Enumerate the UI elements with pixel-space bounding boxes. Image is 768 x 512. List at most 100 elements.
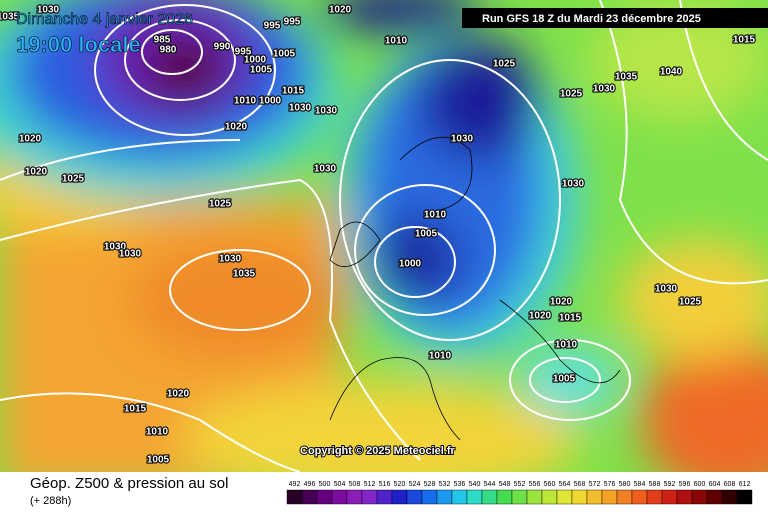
legend-swatch (391, 489, 408, 505)
legend-label: 548 (499, 481, 511, 488)
legend-label: 536 (454, 481, 466, 488)
isobar-label: 1020 (550, 297, 573, 308)
isobar-label: 1015 (559, 313, 582, 324)
legend-label: 504 (334, 481, 346, 488)
isobar-label: 1030 (119, 249, 142, 260)
legend-swatch (376, 489, 393, 505)
legend-swatch (571, 489, 588, 505)
run-box (462, 8, 768, 28)
footer-title: Géop. Z500 & pression au sol (30, 475, 228, 492)
legend-swatch (541, 489, 558, 505)
legend-label: 520 (394, 481, 406, 488)
legend-swatch (346, 489, 363, 505)
isobar-label: 980 (160, 45, 177, 56)
legend-swatch (721, 489, 738, 505)
legend-label: 516 (379, 481, 391, 488)
legend-swatch (331, 489, 348, 505)
isobar-label: 1030 (562, 179, 585, 190)
legend-label: 580 (619, 481, 631, 488)
legend-label: 540 (469, 481, 481, 488)
isobar-label: 1015 (282, 86, 305, 97)
time: 19:00 locale (16, 32, 141, 57)
legend-swatch (616, 489, 633, 505)
legend-swatch (691, 489, 708, 505)
coastlines (329, 136, 621, 441)
isobar-label: 1020 (167, 389, 190, 400)
isobar-label: 1000 (399, 259, 422, 270)
isobar-label: 1025 (493, 59, 516, 70)
isobar-label: 1025 (62, 174, 85, 185)
legend-label: 584 (634, 481, 646, 488)
isobar-label: 1010 (424, 210, 447, 221)
isobar-label: 1010 (555, 340, 578, 351)
legend-swatch (301, 489, 318, 505)
isobar-label: 1030 (219, 254, 242, 265)
isobar-label: 1030 (315, 106, 338, 117)
isobar-label: 1020 (529, 311, 552, 322)
isobar-label: 1010 (429, 351, 452, 362)
isobar-label: 1020 (329, 5, 352, 16)
legend-label: 592 (664, 481, 676, 488)
legend-swatch (286, 489, 303, 505)
legend-swatch (316, 489, 333, 505)
isobar-label: 995 (235, 47, 252, 58)
isobar-label: 1030 (593, 84, 616, 95)
color-legend: 492 496 500 504 508 512 516 520 524 528 532 536 540 5… (286, 481, 753, 505)
legend-swatch (511, 489, 528, 505)
legend-label: 604 (709, 481, 721, 488)
legend-label: 524 (409, 481, 421, 488)
legend-label: 544 (484, 481, 496, 488)
isobar-label: 990 (214, 42, 231, 53)
legend-label: 532 (439, 481, 451, 488)
isobar-label: 1040 (660, 67, 683, 78)
isobar-label: 1010 (385, 36, 408, 47)
run: Run GFS 18 Z du Mardi 23 décembre 2025 (482, 13, 701, 25)
geopotential-field: 1030103598598099099599599510001005100510… (0, 0, 768, 472)
isobar-label: 995 (264, 21, 281, 32)
isobar-label: 1025 (679, 297, 702, 308)
isobar-label: 1020 (25, 167, 48, 178)
legend-swatch (646, 489, 663, 505)
isobar-label: 1030 (37, 5, 60, 16)
legend-swatch (526, 489, 543, 505)
legend-label: 588 (649, 481, 661, 488)
legend-swatch (676, 489, 693, 505)
isobar-label: 1005 (553, 374, 576, 385)
legend-label: 576 (604, 481, 616, 488)
legend-label: 500 (319, 481, 331, 488)
legend-label: 552 (514, 481, 526, 488)
legend-swatch (736, 489, 753, 505)
isobar-label: 1020 (19, 134, 42, 145)
legend-label: 560 (544, 481, 556, 488)
isobar-label: 1030 (655, 284, 678, 295)
legend-swatch (466, 489, 483, 505)
isobar-label: 1000 (244, 55, 267, 66)
legend-label: 608 (724, 481, 736, 488)
lead-time: (+ 288h) (30, 495, 71, 507)
legend-label: 568 (574, 481, 586, 488)
legend-swatch (661, 489, 678, 505)
isobar-label: 1025 (560, 89, 583, 100)
legend-swatch (451, 489, 468, 505)
legend-label: 528 (424, 481, 436, 488)
isobar-label: 1015 (733, 35, 756, 46)
isobar-label: 985 (154, 35, 171, 46)
legend-swatch (361, 489, 378, 505)
legend-label: 596 (679, 481, 691, 488)
isobar-label: 1015 (124, 404, 147, 415)
legend-label: 512 (364, 481, 376, 488)
legend-swatch (556, 489, 573, 505)
isobar-label: 1025 (209, 199, 232, 210)
legend-swatch (406, 489, 423, 505)
legend-swatch (586, 489, 603, 505)
isobar-label: 1030 (451, 134, 474, 145)
legend-label: 600 (694, 481, 706, 488)
isobar-label: 1005 (147, 455, 170, 466)
legend-swatch (421, 489, 438, 505)
date: Dimanche 4 janvier 2026 (16, 11, 193, 28)
legend-label: 492 (289, 481, 301, 488)
legend-swatch (631, 489, 648, 505)
legend-label: 556 (529, 481, 541, 488)
legend-label: 496 (304, 481, 316, 488)
isobar-label: 1005 (415, 229, 438, 240)
